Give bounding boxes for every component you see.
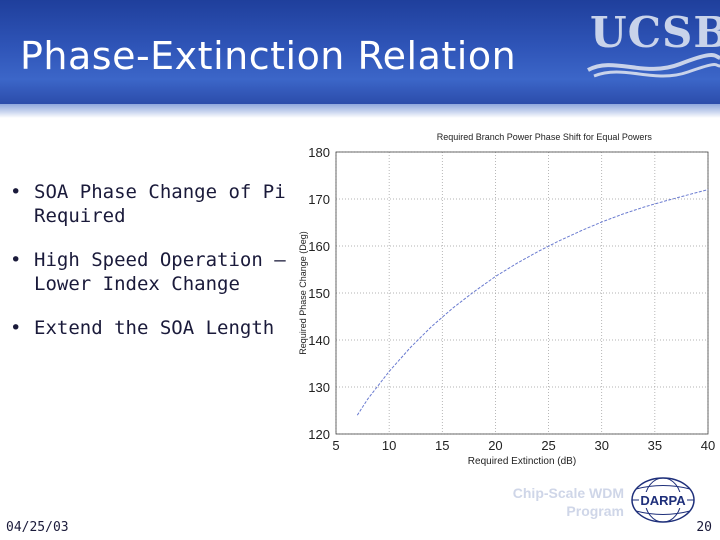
x-axis-label: Required Extinction (dB) bbox=[468, 456, 576, 467]
page-number: 20 bbox=[696, 520, 712, 535]
footer-date: 04/25/03 bbox=[6, 520, 69, 535]
bullet-item: • Extend the SOA Length bbox=[8, 316, 288, 340]
bullet-text-cont: Lower Index Change bbox=[34, 273, 240, 295]
title-bar-shadow bbox=[0, 104, 720, 118]
x-tick-label: 20 bbox=[488, 438, 502, 453]
bullet-list: • SOA Phase Change of Pi Required • High… bbox=[8, 180, 288, 357]
x-tick-label: 30 bbox=[594, 438, 608, 453]
plot-frame bbox=[335, 151, 709, 435]
bullet-text: SOA Phase Change of Pi bbox=[34, 181, 286, 203]
ucsb-logo: UCSB bbox=[584, 8, 720, 80]
ucsb-logo-text: UCSB bbox=[590, 8, 720, 57]
program-label: Chip-Scale WDM Program bbox=[513, 484, 624, 520]
x-tick-label: 35 bbox=[648, 438, 662, 453]
darpa-text: DARPA bbox=[640, 493, 686, 508]
y-tick-label: 120 bbox=[308, 427, 330, 442]
bullet-item: • SOA Phase Change of Pi Required bbox=[8, 180, 288, 228]
bullet-text: High Speed Operation – bbox=[34, 249, 286, 271]
x-tick-label: 5 bbox=[332, 438, 339, 453]
bullet-dot: • bbox=[10, 249, 22, 271]
chart-title: Required Branch Power Phase Shift for Eq… bbox=[437, 132, 653, 142]
y-tick-label: 170 bbox=[308, 192, 330, 207]
bullet-item: • High Speed Operation – Lower Index Cha… bbox=[8, 248, 288, 296]
bullet-text: Extend the SOA Length bbox=[34, 317, 275, 339]
y-tick-label: 140 bbox=[308, 333, 330, 348]
x-tick-label: 25 bbox=[541, 438, 555, 453]
phase-extinction-chart: 5 10 15 20 25 30 35 40 120 130 140 150 160 170 180 Requ… bbox=[298, 132, 715, 467]
y-tick-label: 150 bbox=[308, 286, 330, 301]
series-line bbox=[356, 189, 709, 416]
bullet-dot: • bbox=[10, 181, 22, 203]
logo-wave-icon bbox=[587, 53, 720, 78]
x-tick-label: 15 bbox=[435, 438, 449, 453]
program-line2: Program bbox=[566, 503, 624, 519]
slide-title: Phase-Extinction Relation bbox=[20, 34, 517, 78]
y-tick-label: 180 bbox=[308, 145, 330, 160]
title-bar bbox=[0, 0, 720, 106]
y-tick-label: 160 bbox=[308, 239, 330, 254]
bullet-dot: • bbox=[10, 317, 22, 339]
y-axis-label: Required Phase Change (Deg) bbox=[298, 231, 308, 355]
darpa-logo: DARPA bbox=[631, 477, 695, 523]
x-tick-label: 10 bbox=[382, 438, 396, 453]
bullet-text-cont: Required bbox=[34, 205, 126, 227]
y-tick-label: 130 bbox=[308, 380, 330, 395]
x-tick-label: 40 bbox=[701, 438, 715, 453]
program-line1: Chip-Scale WDM bbox=[512, 485, 624, 501]
